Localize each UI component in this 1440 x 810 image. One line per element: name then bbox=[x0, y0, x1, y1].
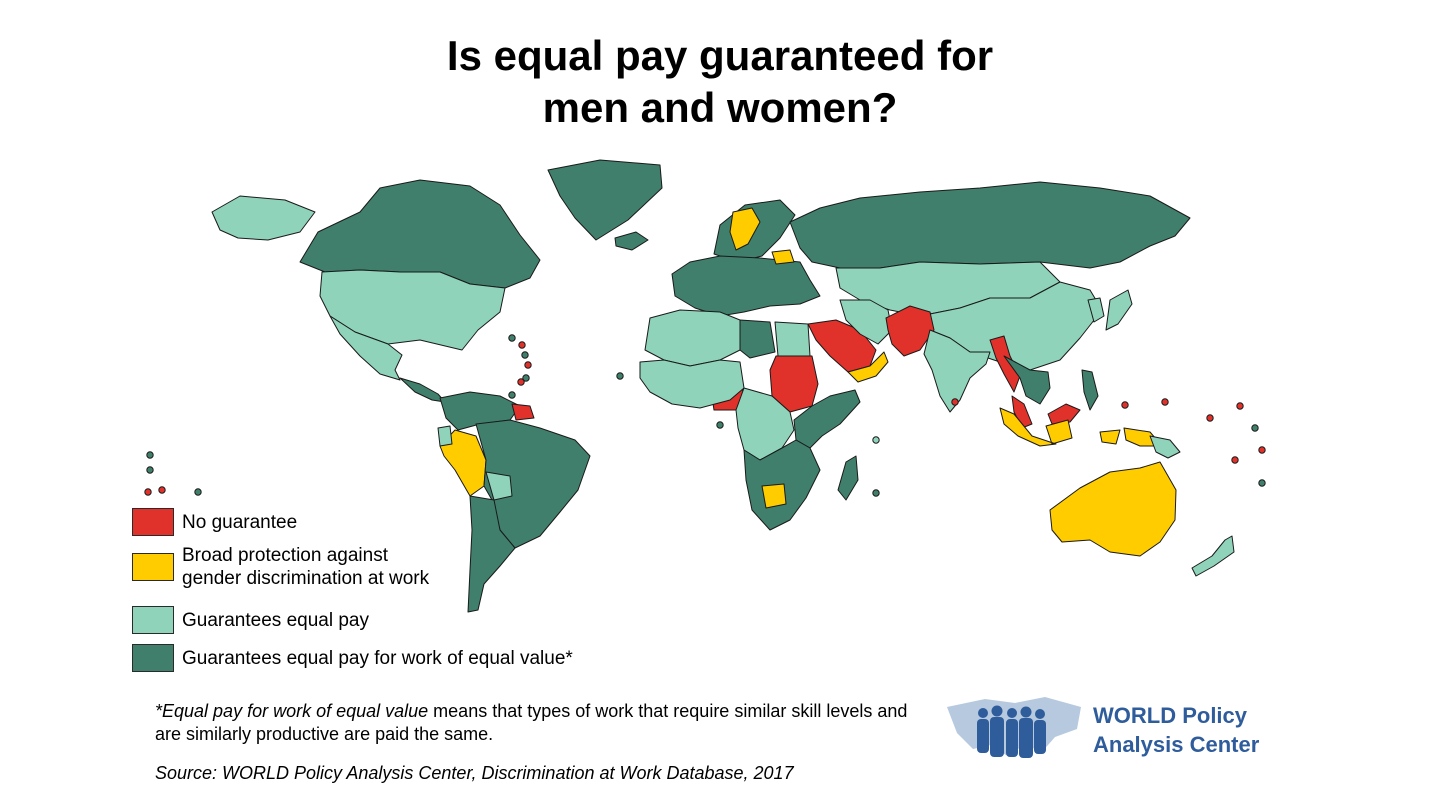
country-botswana bbox=[761, 483, 787, 509]
logo: WORLD Policy Analysis Center bbox=[945, 693, 1295, 768]
legend-item-equal-value: Guarantees equal pay for work of equal v… bbox=[132, 644, 573, 672]
legend-label-line-1: Broad protection against bbox=[182, 545, 388, 566]
swatch-equal-value bbox=[132, 644, 174, 672]
country-west-africa bbox=[639, 359, 745, 409]
country-libya bbox=[739, 319, 776, 359]
country-philippines bbox=[1081, 369, 1099, 411]
country-guyana bbox=[511, 403, 535, 421]
swatch-broad-protection bbox=[132, 553, 174, 581]
island-marker bbox=[716, 421, 724, 429]
legend-item-equal-pay: Guarantees equal pay bbox=[132, 606, 369, 634]
title-line-2: men and women? bbox=[542, 84, 898, 131]
legend-label: Guarantees equal pay bbox=[182, 609, 369, 631]
country-southeast-asia bbox=[1003, 355, 1051, 405]
island-marker bbox=[1231, 456, 1239, 464]
country-north-africa bbox=[644, 309, 741, 367]
island-marker bbox=[872, 489, 880, 497]
country-east-africa bbox=[793, 389, 861, 449]
island-marker bbox=[616, 372, 624, 380]
country-oman-yemen bbox=[847, 351, 889, 383]
country-greenland bbox=[547, 159, 663, 241]
country-central-america bbox=[399, 377, 446, 403]
island-marker bbox=[1206, 414, 1214, 422]
logo-people-silhouettes bbox=[977, 705, 1046, 758]
island-marker bbox=[1121, 401, 1129, 409]
country-alaska bbox=[211, 195, 316, 241]
island-marker bbox=[517, 378, 525, 386]
country-brazil bbox=[475, 419, 591, 549]
country-afghanistan-pakistan bbox=[885, 305, 935, 357]
logo-text-line-2: Analysis Center bbox=[1093, 732, 1260, 757]
island-marker bbox=[518, 341, 526, 349]
country-sweden bbox=[729, 207, 761, 251]
footnote-text: means that types of work that require si… bbox=[155, 701, 908, 744]
island-marker bbox=[146, 466, 154, 474]
island-marker bbox=[1258, 479, 1266, 487]
country-sudan bbox=[769, 355, 819, 413]
country-papua-new-guinea bbox=[1149, 435, 1181, 459]
country-myanmar bbox=[989, 335, 1021, 393]
swatch-equal-pay bbox=[132, 606, 174, 634]
country-ecuador bbox=[437, 425, 453, 447]
island-marker bbox=[522, 374, 530, 382]
island-marker bbox=[521, 351, 529, 359]
island-marker bbox=[1258, 446, 1266, 454]
legend-label: No guarantee bbox=[182, 511, 298, 533]
island-marker bbox=[508, 334, 516, 342]
island-marker bbox=[508, 391, 516, 399]
country-iceland bbox=[614, 231, 649, 251]
country-india bbox=[923, 329, 991, 413]
island-marker bbox=[524, 361, 532, 369]
island-marker bbox=[146, 451, 154, 459]
country-malaysia bbox=[1011, 395, 1081, 429]
island-marker bbox=[194, 488, 202, 496]
island-marker bbox=[951, 398, 959, 406]
country-southern-cone bbox=[467, 495, 516, 613]
logo-emblem bbox=[947, 697, 1081, 758]
legend-item-no-guarantee: No guarantee bbox=[132, 508, 297, 536]
country-belarus bbox=[771, 249, 795, 265]
country-australia bbox=[1049, 461, 1177, 557]
country-iran bbox=[839, 299, 893, 345]
source-note: Source: WORLD Policy Analysis Center, Di… bbox=[155, 763, 794, 783]
country-madagascar bbox=[837, 455, 859, 501]
island-marker bbox=[1161, 398, 1169, 406]
island-marker bbox=[1251, 424, 1259, 432]
swatch-no-guarantee bbox=[132, 508, 174, 536]
country-korea-japan bbox=[1087, 289, 1133, 331]
legend-item-broad-protection: Broad protection against gender discrimi… bbox=[132, 544, 429, 590]
map-title: Is equal pay guaranteed for men and wome… bbox=[0, 30, 1440, 134]
footnote: *Equal pay for work of equal value means… bbox=[155, 700, 915, 746]
island-marker bbox=[144, 488, 152, 496]
footnote-emphasis: *Equal pay for work of equal value bbox=[155, 701, 429, 721]
country-egypt bbox=[774, 321, 811, 357]
island-marker bbox=[158, 486, 166, 494]
logo-text: WORLD Policy Analysis Center bbox=[1093, 701, 1259, 759]
island-marker bbox=[1236, 402, 1244, 410]
country-europe bbox=[671, 255, 821, 317]
country-mexico bbox=[329, 315, 403, 381]
country-bolivia bbox=[485, 471, 513, 501]
legend-label: Broad protection against gender discrimi… bbox=[182, 544, 429, 590]
island-marker bbox=[872, 436, 880, 444]
title-line-1: Is equal pay guaranteed for bbox=[446, 32, 994, 79]
legend-label: Guarantees equal pay for work of equal v… bbox=[182, 647, 573, 669]
legend-label-line-2: gender discrimination at work bbox=[182, 568, 430, 589]
country-russia bbox=[789, 181, 1191, 269]
country-indonesia bbox=[999, 407, 1163, 447]
logo-text-line-1: WORLD Policy bbox=[1093, 703, 1248, 728]
country-new-zealand bbox=[1191, 535, 1235, 577]
